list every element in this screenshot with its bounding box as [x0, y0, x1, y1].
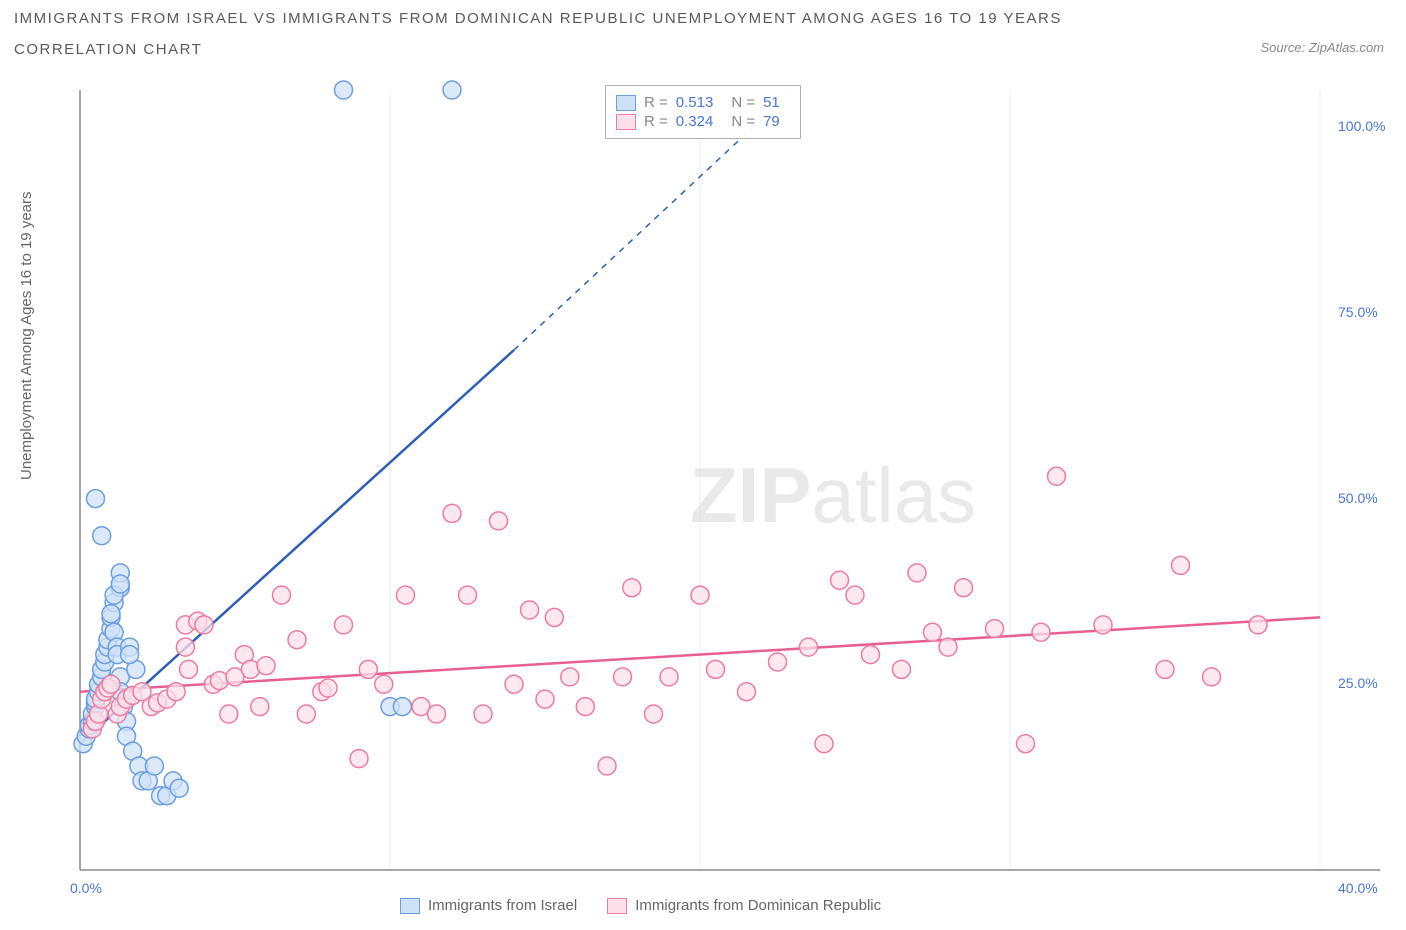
legend-item: Immigrants from Israel — [400, 897, 577, 914]
legend-label: Immigrants from Israel — [428, 897, 577, 914]
y-tick-label: 25.0% — [1338, 675, 1406, 691]
stats-n-value: 79 — [763, 113, 780, 130]
stats-row: R = 0.324 N = 79 — [616, 113, 790, 130]
y-tick-label: 50.0% — [1338, 490, 1406, 506]
series-swatch — [607, 898, 627, 914]
y-tick-label: 75.0% — [1338, 304, 1406, 320]
stats-n-value: 51 — [763, 94, 780, 111]
stats-box: R = 0.513 N = 51 R = 0.324 N = 79 — [605, 85, 801, 139]
chart-title-line1: IMMIGRANTS FROM ISRAEL VS IMMIGRANTS FRO… — [14, 10, 1062, 27]
stats-n-label: N = — [731, 94, 755, 111]
stats-r-value: 0.513 — [676, 94, 714, 111]
series-swatch — [616, 95, 636, 111]
x-tick-label: 0.0% — [70, 880, 102, 896]
y-axis-label: Unemployment Among Ages 16 to 19 years — [18, 191, 35, 480]
legend-label: Immigrants from Dominican Republic — [635, 897, 881, 914]
stats-r-label: R = — [644, 113, 668, 130]
legend-bottom: Immigrants from Israel Immigrants from Do… — [400, 897, 881, 914]
x-tick-label: 40.0% — [1338, 880, 1378, 896]
title-block: IMMIGRANTS FROM ISRAEL VS IMMIGRANTS FRO… — [14, 10, 1062, 58]
plot-area: ZIPatlas — [70, 80, 1386, 880]
scatter-chart-svg — [70, 80, 1386, 880]
chart-title-line2: CORRELATION CHART — [14, 41, 1062, 58]
legend-item: Immigrants from Dominican Republic — [607, 897, 881, 914]
stats-n-label: N = — [731, 113, 755, 130]
stats-row: R = 0.513 N = 51 — [616, 94, 790, 111]
y-tick-label: 100.0% — [1338, 118, 1406, 134]
series-swatch — [400, 898, 420, 914]
series-swatch — [616, 114, 636, 130]
stats-r-value: 0.324 — [676, 113, 714, 130]
stats-r-label: R = — [644, 94, 668, 111]
source-label: Source: ZipAtlas.com — [1260, 40, 1384, 55]
